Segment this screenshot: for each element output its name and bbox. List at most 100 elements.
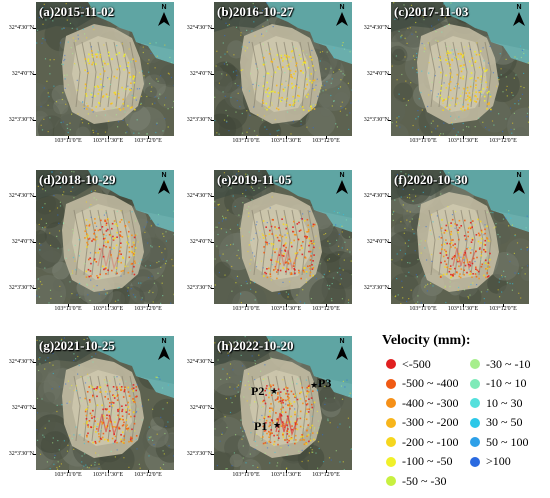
longitude-tick-label: 103°12'0"E [312,138,340,144]
longitude-tick [246,304,247,307]
north-arrow-icon: N [335,4,349,26]
satellite-map [214,336,352,470]
latitude-tick-label: 32°4'30"N [186,25,212,31]
north-arrow-icon: N [157,172,171,194]
legend-swatch [470,378,480,389]
legend-label: <-500 [402,356,431,371]
legend-swatch [470,398,480,408]
longitude-tick-label: 103°11'0"E [409,306,437,312]
legend-item: -400 ~ -300 [386,394,458,412]
legend-label: 10 ~ 30 [486,395,523,410]
latitude-tick [211,454,214,455]
legend-item: 30 ~ 50 [470,414,523,432]
latitude-tick-label: 32°4'0"N [11,71,34,77]
longitude-tick-label: 103°12'0"E [489,138,517,144]
longitude-tick [246,136,247,139]
latitude-tick-label: 32°3'30"N [186,285,212,291]
latitude-tick-label: 32°3'30"N [363,117,389,123]
latitude-tick-label: 32°3'30"N [8,117,34,123]
longitude-tick [423,136,424,139]
longitude-tick-label: 103°11'30"E [447,138,479,144]
legend-item: -10 ~ 10 [470,375,527,393]
legend-label: -10 ~ 10 [486,376,527,390]
legend-swatch [386,437,396,447]
legend-swatch [386,359,396,369]
north-arrow-icon: N [512,4,526,26]
legend-label: -100 ~ -50 [402,454,453,468]
latitude-tick-label: 32°4'0"N [11,239,34,245]
latitude-tick-label: 32°3'30"N [186,117,212,123]
longitude-tick-label: 103°11'30"E [92,306,124,312]
longitude-tick-label: 103°11'30"E [270,472,302,478]
longitude-tick [463,304,464,307]
latitude-tick-label: 32°4'0"N [189,239,212,245]
legend-item: -100 ~ -50 [386,453,452,471]
north-arrow-icon: N [335,338,349,360]
north-arrow-icon: N [335,172,349,194]
latitude-tick-label: 32°3'30"N [8,285,34,291]
longitude-tick [108,304,109,307]
longitude-tick-label: 103°11'0"E [232,306,260,312]
longitude-tick [246,470,247,473]
satellite-map [36,170,174,304]
longitude-tick [326,136,327,139]
legend-label: 30 ~ 50 [486,415,523,429]
latitude-tick-label: 32°4'30"N [8,25,34,31]
longitude-tick [68,470,69,473]
legend-swatch [470,456,480,467]
point-star-icon: ★ [273,420,282,430]
panel-date-label: (d)2018-10-29 [39,172,116,187]
point-label: P2 [251,384,265,398]
map-panel: (c)2017-11-03 N 32°4'30"N 32°4'0"N 32°3'30"N… [355,2,529,156]
map-panel: (e)2019-11-05 N 32°4'30"N 32°4'0"N 32°3'30"N… [178,170,352,324]
legend-item: -300 ~ -200 [386,414,458,432]
longitude-tick [503,304,504,307]
latitude-tick [33,196,36,197]
longitude-tick [108,136,109,139]
latitude-tick [33,28,36,29]
longitude-tick [286,136,287,139]
satellite-map [36,2,174,136]
latitude-tick [211,242,214,243]
legend-label: -500 ~ -400 [402,376,459,390]
latitude-tick [211,74,214,75]
latitude-tick-label: 32°4'30"N [363,25,389,31]
legend-label: -30 ~ -10 [486,356,531,371]
satellite-map [36,336,174,470]
longitude-tick-label: 103°11'30"E [92,138,124,144]
panel-date-label: (f)2020-10-30 [394,172,468,187]
satellite-map [214,170,352,304]
longitude-tick-label: 103°12'0"E [134,138,162,144]
legend-swatch [470,437,480,447]
latitude-tick [211,362,214,363]
north-arrow-icon: N [512,172,526,194]
longitude-tick-label: 103°11'0"E [232,472,260,478]
latitude-tick [211,408,214,409]
panel-date-label: (g)2021-10-25 [39,338,115,353]
latitude-tick [33,74,36,75]
longitude-tick [326,304,327,307]
latitude-tick [33,120,36,121]
latitude-tick-label: 32°4'30"N [186,193,212,199]
longitude-tick [148,470,149,473]
satellite-map [391,2,529,136]
longitude-tick [286,470,287,473]
latitude-tick-label: 32°3'30"N [8,451,34,457]
point-label: P1 [254,419,268,433]
longitude-tick-label: 103°12'0"E [312,472,340,478]
latitude-tick [33,454,36,455]
legend-item: 50 ~ 100 [470,433,529,451]
latitude-tick [33,242,36,243]
longitude-tick-label: 103°11'0"E [54,138,82,144]
velocity-legend: Velocity (mm): <-500 -500 ~ -400 -400 ~ -3… [382,333,547,493]
longitude-tick [326,470,327,473]
legend-title: Velocity (mm): [382,333,471,348]
longitude-tick-label: 103°12'0"E [489,306,517,312]
latitude-tick [388,74,391,75]
latitude-tick-label: 32°4'0"N [366,239,389,245]
latitude-tick-label: 32°4'30"N [186,359,212,365]
legend-label: -50 ~ -30 [402,473,447,488]
panel-date-label: (c)2017-11-03 [394,4,469,19]
legend-swatch [386,476,396,486]
latitude-tick [211,288,214,289]
